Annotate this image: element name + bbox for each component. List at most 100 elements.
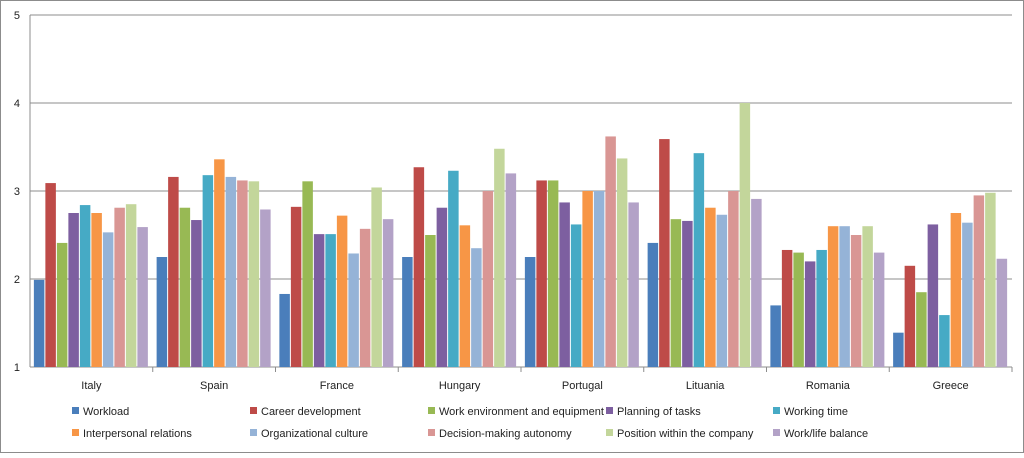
- bar-lituania-6: [705, 207, 716, 367]
- x-tick-label: France: [320, 380, 354, 392]
- bar-france-2: [290, 206, 302, 367]
- bar-france-9: [371, 187, 382, 367]
- bar-spain-5: [202, 175, 214, 367]
- legend-swatch: [606, 429, 613, 436]
- bar-hungary-9: [494, 148, 505, 367]
- bar-spain-1: [156, 257, 168, 367]
- bar-greece-4: [927, 224, 939, 367]
- bar-hungary-7: [471, 248, 482, 367]
- bar-lituania-7: [716, 214, 728, 367]
- bar-france-8: [359, 228, 371, 367]
- bar-greece-1: [893, 332, 904, 367]
- bar-hungary-4: [436, 207, 448, 367]
- bar-italy-4: [68, 213, 79, 367]
- bar-portugal-4: [559, 202, 570, 367]
- bar-france-10: [382, 219, 394, 367]
- bar-italy-7: [102, 232, 114, 367]
- bar-hungary-5: [448, 170, 459, 367]
- bar-hungary-1: [402, 257, 413, 367]
- legend-swatch: [606, 407, 613, 414]
- x-tick-label: Italy: [81, 380, 102, 392]
- bar-lituania-9: [739, 103, 751, 367]
- bar-greece-9: [985, 192, 996, 367]
- legend-label: Workload: [83, 406, 129, 418]
- x-tick-label: Hungary: [439, 380, 481, 392]
- bar-spain-7: [225, 176, 237, 367]
- y-tick-label: 4: [14, 98, 20, 110]
- legend-label: Career development: [261, 406, 361, 418]
- legend-label: Decision-making autonomy: [439, 428, 572, 440]
- y-tick-label: 5: [14, 10, 20, 22]
- bar-hungary-8: [482, 191, 494, 367]
- bar-portugal-10: [628, 202, 639, 367]
- legend-label: Interpersonal relations: [83, 428, 192, 440]
- legend-label: Planning of tasks: [617, 406, 701, 418]
- bar-lituania-10: [751, 198, 762, 367]
- bar-italy-10: [137, 227, 148, 367]
- bar-lituania-8: [728, 191, 739, 367]
- legend-swatch: [250, 407, 257, 414]
- bar-greece-10: [996, 258, 1008, 367]
- bar-portugal-1: [524, 257, 536, 367]
- bar-portugal-3: [547, 180, 559, 367]
- y-tick-label: 3: [14, 186, 20, 198]
- bar-lituania-5: [693, 153, 705, 367]
- x-tick-label: Greece: [933, 380, 969, 392]
- x-tick-label: Lituania: [686, 380, 725, 392]
- bar-italy-2: [45, 183, 56, 367]
- y-tick-label: 1: [14, 362, 20, 374]
- legend-swatch: [72, 429, 79, 436]
- legend-swatch: [72, 407, 79, 414]
- bar-romania-9: [862, 226, 873, 367]
- x-tick-label: Romania: [806, 380, 851, 392]
- legend-label: Work environment and equipment: [439, 406, 604, 418]
- bar-romania-8: [850, 235, 862, 367]
- bar-romania-4: [804, 261, 816, 367]
- bar-italy-1: [33, 279, 45, 367]
- legend: Workload Career development Work environme…: [72, 406, 868, 440]
- bar-greece-7: [962, 222, 973, 367]
- bar-romania-2: [781, 249, 793, 367]
- bar-greece-8: [973, 195, 985, 367]
- legend-swatch: [428, 429, 435, 436]
- legend-label: Working time: [784, 406, 848, 418]
- bar-france-5: [325, 234, 336, 367]
- bar-greece-2: [904, 265, 916, 367]
- bar-spain-10: [260, 209, 271, 367]
- bar-spain-3: [179, 207, 191, 367]
- bar-france-3: [302, 181, 313, 367]
- bar-portugal-9: [616, 158, 628, 367]
- bar-lituania-4: [682, 220, 693, 367]
- bar-lituania-1: [647, 242, 659, 367]
- legend-swatch: [250, 429, 257, 436]
- bar-france-4: [313, 234, 325, 367]
- bar-spain-8: [237, 180, 248, 367]
- bar-greece-5: [939, 315, 950, 367]
- legend-swatch: [773, 407, 780, 414]
- bar-italy-3: [56, 242, 68, 367]
- bar-portugal-2: [536, 180, 547, 367]
- legend-swatch: [428, 407, 435, 414]
- bar-italy-9: [125, 204, 137, 367]
- bar-portugal-7: [593, 191, 605, 367]
- bar-spain-2: [168, 176, 179, 367]
- tick-labels: 1 2 3 4 5 Italy Spain France Hungary Portugal Litu…: [14, 10, 969, 392]
- bar-romania-1: [770, 305, 781, 367]
- bar-france-6: [336, 215, 348, 367]
- bar-hungary-2: [413, 167, 425, 367]
- bar-portugal-5: [570, 224, 582, 367]
- bar-spain-4: [191, 220, 202, 367]
- bar-hungary-3: [425, 235, 436, 367]
- legend-label: Organizational culture: [261, 428, 368, 440]
- bar-italy-8: [114, 207, 125, 367]
- bar-romania-6: [827, 226, 839, 367]
- bar-greece-3: [916, 292, 927, 367]
- bar-spain-9: [248, 181, 260, 367]
- bar-italy-5: [79, 205, 91, 367]
- legend-label: Position within the company: [617, 428, 754, 440]
- bar-france-1: [279, 293, 290, 367]
- x-tick-label: Spain: [200, 380, 228, 392]
- bar-spain-6: [214, 159, 225, 367]
